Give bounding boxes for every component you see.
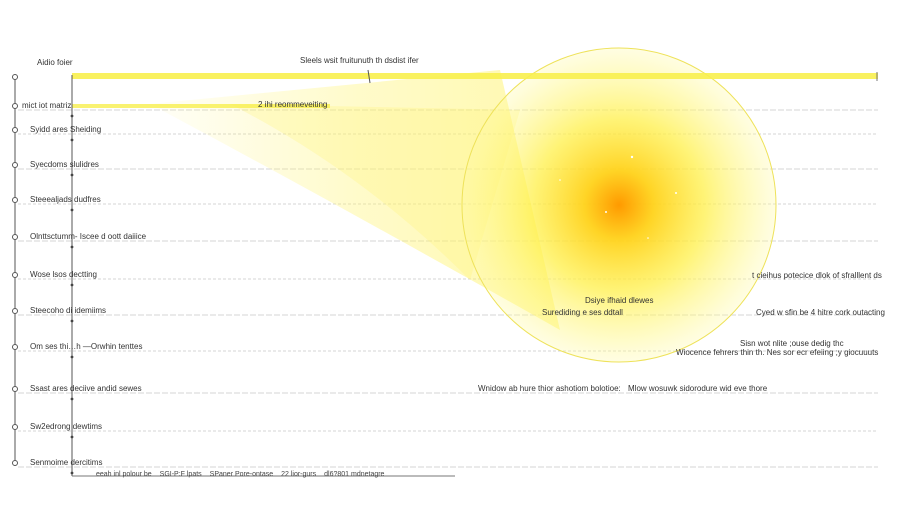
axis-node bbox=[12, 103, 18, 109]
inner-axis-dot bbox=[70, 114, 74, 118]
right-annotation-2: Cyed w sfin be 4 hitre cork outacting bbox=[756, 308, 885, 317]
axis-node bbox=[12, 460, 18, 466]
middle-annotation-1: Wnidow ab hure thior ashotiom bolotioe: bbox=[478, 384, 621, 393]
diagram-left-label: Aidio foier bbox=[37, 58, 73, 67]
row-label: Steecoho di idemiims bbox=[30, 306, 107, 315]
inner-axis-dot bbox=[70, 173, 74, 177]
axis-node bbox=[12, 162, 18, 168]
second-bar-caption: 2 ihi reommeveiting bbox=[258, 100, 328, 109]
sun bbox=[461, 47, 777, 363]
axis-node bbox=[12, 386, 18, 392]
legend-item: SGI-P:F lpats bbox=[159, 471, 202, 478]
inner-axis-dot bbox=[70, 355, 74, 359]
row-label: Sw2edrong dewtims bbox=[30, 422, 103, 431]
axis-node bbox=[12, 234, 18, 240]
diagram-top-caption: Sleels wsit fruitunuth th dsdist ifer bbox=[300, 56, 419, 65]
row-label: Om ses thi…h —Orwhin tenttes bbox=[30, 342, 143, 351]
right-annotation-1: t cieihus potecice dlok of sfralllent ds bbox=[752, 271, 882, 280]
axis-node bbox=[12, 272, 18, 278]
axis-node bbox=[12, 197, 18, 203]
right-annotation-3a: Sisn wot nlite ;ouse dedig thc bbox=[740, 339, 844, 348]
legend-item: 22 lior-gurs bbox=[281, 471, 317, 478]
light-beam bbox=[150, 70, 560, 330]
inner-axis-dot bbox=[70, 283, 74, 287]
sun-center-annotation: Dsiye ifhaid dlewes bbox=[585, 296, 654, 305]
row-label: Olnttsctumm- Iscee d oott daiiice bbox=[30, 232, 147, 241]
light-beam-inner bbox=[230, 104, 520, 280]
second-yellow-bar bbox=[72, 104, 330, 108]
sun-lower-annotation: Surediding e ses ddtall bbox=[542, 308, 623, 317]
footer-legend: eeah inl polour be SGI-P:F lpats SPaner Po… bbox=[96, 471, 384, 478]
axis-node bbox=[12, 127, 18, 133]
axis-node bbox=[12, 74, 18, 80]
legend-item: SPaner Pore-ontase bbox=[209, 471, 274, 478]
axis-nodes bbox=[12, 74, 74, 475]
top-yellow-bar bbox=[72, 73, 878, 79]
axis-node bbox=[12, 344, 18, 350]
inner-axis-dot bbox=[70, 138, 74, 142]
row-label: Ssast ares deciive andid sewes bbox=[30, 384, 142, 393]
row-label: Steeealjads dudfres bbox=[30, 195, 101, 204]
inner-axis-dot bbox=[70, 245, 74, 249]
row-label: mict iot matriz bbox=[22, 101, 72, 110]
right-annotation-3b: Wiocence fehrers thin th. Nes sor ecr ef… bbox=[676, 348, 879, 357]
row-label: Syecdoms slulidres bbox=[30, 160, 99, 169]
caption-connector bbox=[367, 69, 371, 84]
inner-axis-dot bbox=[70, 397, 74, 401]
middle-annotation-2: Mlow wosuwk sidorodure wid eve thore bbox=[628, 384, 768, 393]
axis-node bbox=[12, 424, 18, 430]
row-label: Syidd ares Sheiding bbox=[30, 125, 102, 134]
axis-node bbox=[12, 308, 18, 314]
inner-axis-dot bbox=[70, 435, 74, 439]
inner-axis-dot bbox=[70, 471, 74, 475]
legend-item: eeah inl polour be bbox=[96, 471, 152, 478]
legend-item: dl6?801 mdnetagre bbox=[324, 471, 385, 478]
sun-sparkles bbox=[559, 155, 677, 239]
row-label: Senmoime dercitims bbox=[30, 458, 103, 467]
inner-axis-dot bbox=[70, 319, 74, 323]
row-label: Wose lsos dectting bbox=[30, 270, 97, 279]
inner-axis-dot bbox=[70, 208, 74, 212]
